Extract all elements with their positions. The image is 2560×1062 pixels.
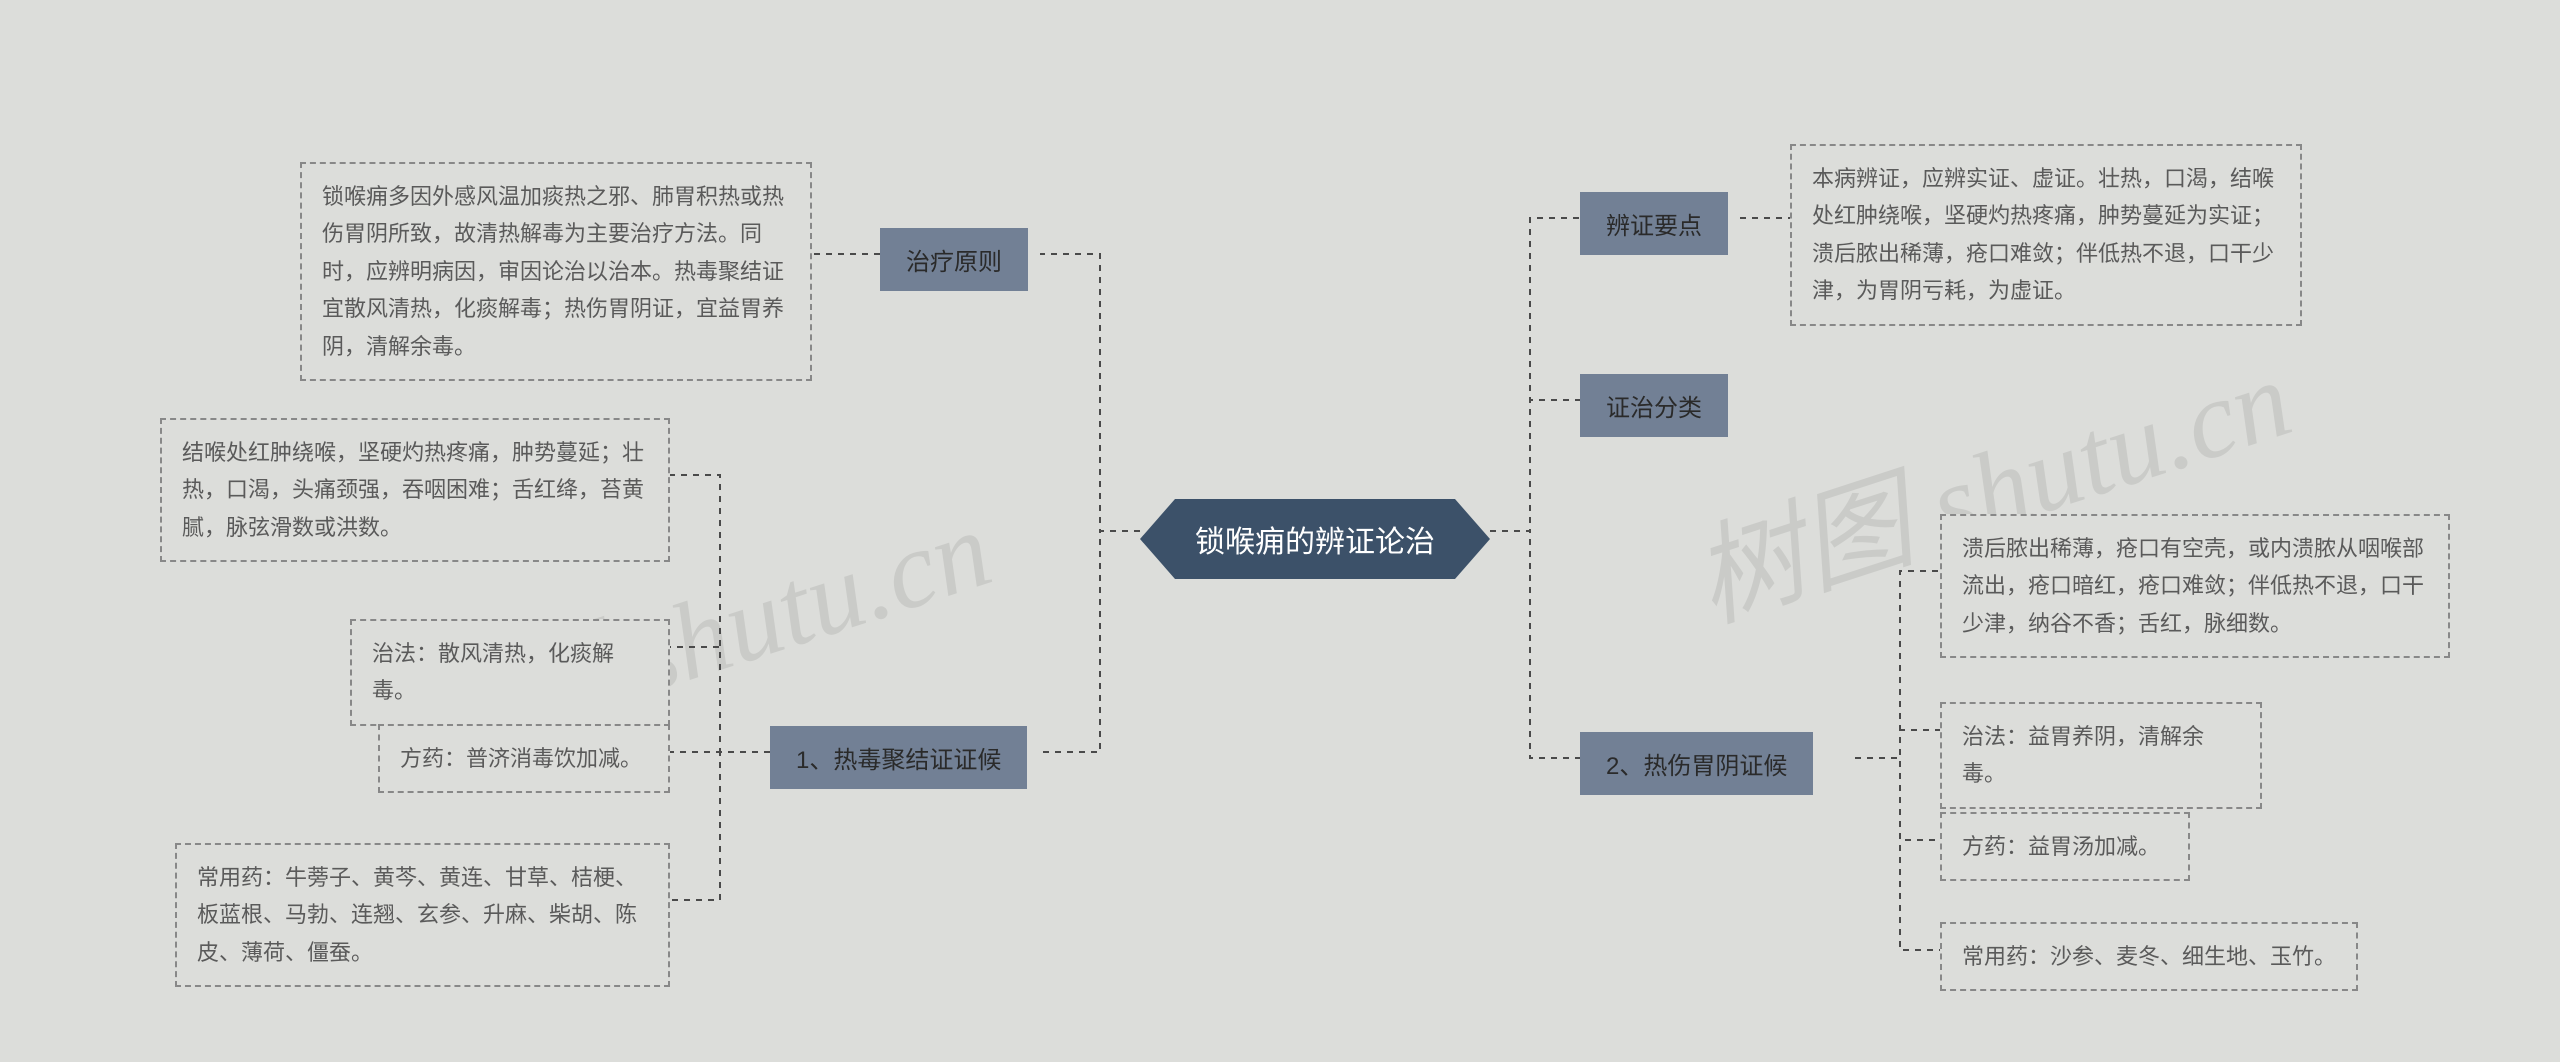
leaf-heat-toxin-1: 结喉处红肿绕喉，坚硬灼热疼痛，肿势蔓延；壮热，口渴，头痛颈强，吞咽困难；舌红绛，…: [160, 418, 670, 562]
leaf-heat-toxin-3: 方药：普济消毒饮加减。: [378, 724, 670, 793]
branch-treatment-principle: 治疗原则: [880, 228, 1028, 291]
leaf-treatment-principle-text: 锁喉痈多因外感风温加痰热之邪、肺胃积热或热伤胃阴所致，故清热解毒为主要治疗方法。…: [322, 178, 790, 365]
leaf-stomach-yin-2: 治法：益胃养阴，清解余毒。: [1940, 702, 2262, 809]
leaf-heat-toxin-1-text: 结喉处红肿绕喉，坚硬灼热疼痛，肿势蔓延；壮热，口渴，头痛颈强，吞咽困难；舌红绛，…: [182, 434, 648, 546]
root-label: 锁喉痈的辨证论治: [1195, 517, 1435, 561]
leaf-heat-toxin-3-text: 方药：普济消毒饮加减。: [400, 740, 642, 777]
branch-stomach-yin: 2、热伤胃阴证候: [1580, 732, 1813, 795]
branch-heat-toxin: 1、热毒聚结证证候: [770, 726, 1027, 789]
root-node: 锁喉痈的辨证论治: [1140, 499, 1490, 579]
branch-diagnosis-points-label: 辨证要点: [1606, 206, 1702, 241]
leaf-stomach-yin-1: 溃后脓出稀薄，疮口有空壳，或内溃脓从咽喉部流出，疮口暗红，疮口难敛；伴低热不退，…: [1940, 514, 2450, 658]
branch-treatment-principle-label: 治疗原则: [906, 242, 1002, 277]
leaf-stomach-yin-4-text: 常用药：沙参、麦冬、细生地、玉竹。: [1962, 938, 2336, 975]
branch-diagnosis-category-label: 证治分类: [1606, 388, 1702, 423]
leaf-stomach-yin-1-text: 溃后脓出稀薄，疮口有空壳，或内溃脓从咽喉部流出，疮口暗红，疮口难敛；伴低热不退，…: [1962, 530, 2428, 642]
branch-diagnosis-points: 辨证要点: [1580, 192, 1728, 255]
branch-diagnosis-category: 证治分类: [1580, 374, 1728, 437]
leaf-diagnosis-points-1: 本病辨证，应辨实证、虚证。壮热，口渴，结喉处红肿绕喉，坚硬灼热疼痛，肿势蔓延为实…: [1790, 144, 2302, 326]
leaf-heat-toxin-4-text: 常用药：牛蒡子、黄芩、黄连、甘草、桔梗、板蓝根、马勃、连翘、玄参、升麻、柴胡、陈…: [197, 859, 648, 971]
branch-stomach-yin-label: 2、热伤胃阴证候: [1606, 746, 1787, 781]
branch-heat-toxin-label: 1、热毒聚结证证候: [796, 740, 1001, 775]
leaf-treatment-principle-desc: 锁喉痈多因外感风温加痰热之邪、肺胃积热或热伤胃阴所致，故清热解毒为主要治疗方法。…: [300, 162, 812, 381]
leaf-heat-toxin-4: 常用药：牛蒡子、黄芩、黄连、甘草、桔梗、板蓝根、马勃、连翘、玄参、升麻、柴胡、陈…: [175, 843, 670, 987]
leaf-heat-toxin-2-text: 治法：散风清热，化痰解毒。: [372, 635, 648, 710]
leaf-stomach-yin-3: 方药：益胃汤加减。: [1940, 812, 2190, 881]
leaf-stomach-yin-3-text: 方药：益胃汤加减。: [1962, 828, 2160, 865]
leaf-stomach-yin-4: 常用药：沙参、麦冬、细生地、玉竹。: [1940, 922, 2358, 991]
leaf-heat-toxin-2: 治法：散风清热，化痰解毒。: [350, 619, 670, 726]
leaf-diagnosis-points-1-text: 本病辨证，应辨实证、虚证。壮热，口渴，结喉处红肿绕喉，坚硬灼热疼痛，肿势蔓延为实…: [1812, 160, 2280, 310]
leaf-stomach-yin-2-text: 治法：益胃养阴，清解余毒。: [1962, 718, 2240, 793]
